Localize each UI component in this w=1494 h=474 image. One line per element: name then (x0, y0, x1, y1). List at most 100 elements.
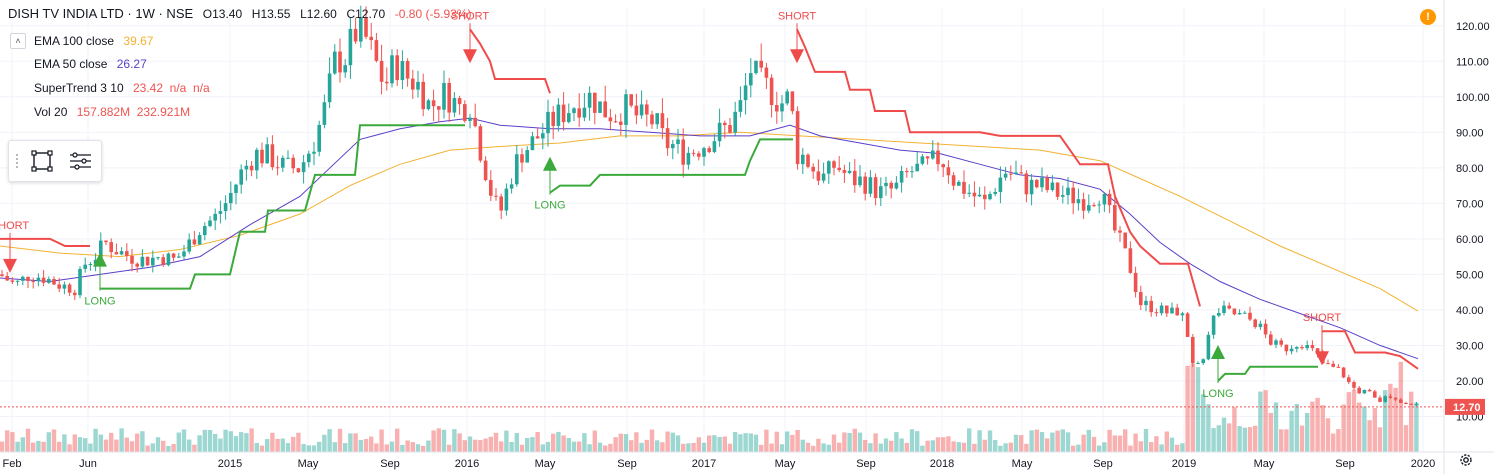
candle-body (109, 242, 113, 253)
volume-bar (41, 441, 46, 452)
candle-body (322, 102, 327, 125)
candle-body (977, 194, 982, 197)
candle-body (1191, 336, 1195, 364)
volume-bar (863, 439, 868, 452)
candle-body (1102, 193, 1107, 205)
volume-bar (1164, 431, 1169, 452)
candle-body (894, 182, 899, 189)
candle-body (338, 51, 342, 73)
volume-bar (1325, 418, 1331, 452)
volume-bar (577, 441, 582, 452)
y-tick-label: 90.00 (1456, 127, 1484, 139)
volume-bar (1013, 434, 1019, 452)
indicator-ema50[interactable]: EMA 50 close 26.27 (34, 57, 147, 71)
volume-bar (525, 437, 530, 452)
indicator-volume[interactable]: Vol 20 157.882M 232.921M (34, 105, 190, 119)
candle-body (21, 276, 25, 281)
gear-icon[interactable] (1458, 452, 1474, 468)
volume-bar (431, 430, 436, 452)
candle-body (1253, 319, 1257, 328)
short-signal-arrow (790, 49, 804, 64)
candle-body (749, 73, 753, 86)
candle-body (515, 154, 519, 185)
candle-body (166, 253, 171, 266)
candle-body (1128, 248, 1133, 273)
volume-bar (1351, 389, 1357, 452)
volume-bar (868, 443, 873, 452)
y-tick-label: 60.00 (1456, 234, 1484, 246)
candle-body (229, 192, 233, 204)
candle-body (738, 100, 743, 112)
indicator-ema100-name: EMA 100 close (34, 34, 115, 48)
ohlc-close: C12.70 (346, 7, 386, 21)
volume-bar (493, 432, 499, 452)
x-tick-label: May (1254, 458, 1275, 470)
volume-bars (0, 361, 1419, 452)
candle-body (629, 94, 633, 106)
candle-body (972, 192, 977, 197)
candle-body (790, 91, 795, 112)
candle-body (1076, 199, 1081, 204)
candle-body (899, 170, 904, 183)
candle-body (442, 82, 446, 110)
volume-bar (603, 445, 608, 452)
volume-bar (285, 443, 291, 452)
volume-bar (301, 444, 306, 452)
rectangle-tool-icon[interactable] (29, 149, 55, 173)
candle-body (785, 91, 789, 104)
volume-bar (982, 439, 987, 452)
x-tick-label: May (775, 458, 796, 470)
candle-body (1045, 177, 1049, 190)
volume-bar (894, 432, 899, 452)
candle-body (1087, 205, 1091, 211)
volume-bar (837, 442, 842, 452)
candle-body (130, 255, 134, 264)
supertrend-layer (0, 28, 1419, 382)
volume-bar (800, 439, 805, 452)
indicator-supertrend-name: SuperTrend 3 10 (34, 81, 124, 95)
candle-body (5, 275, 9, 281)
candle-body (1144, 300, 1148, 306)
volume-bar (5, 430, 10, 452)
volume-bar (145, 445, 150, 452)
symbol-title[interactable]: DISH TV INDIA LTD · 1W · NSE (8, 6, 194, 21)
volume-bar (587, 444, 592, 452)
volume-bar (0, 441, 5, 452)
candle-body (457, 98, 462, 105)
indicator-volume-name: Vol 20 (34, 105, 68, 119)
candle-body (587, 92, 592, 108)
volume-bar (244, 433, 249, 452)
volume-bar (187, 439, 192, 452)
volume-bar (322, 434, 327, 452)
settings-lines-icon[interactable] (67, 149, 93, 173)
x-tick-label: 2015 (218, 458, 242, 470)
indicator-supertrend[interactable]: SuperTrend 3 10 23.42 n/a n/a (34, 81, 210, 95)
candle-body (385, 81, 389, 84)
volume-bar (499, 441, 504, 452)
warning-icon[interactable]: ! (1420, 9, 1436, 25)
volume-bar (899, 438, 904, 452)
candle-body (1107, 193, 1112, 206)
candle-body (530, 136, 535, 151)
volume-bar (1097, 445, 1102, 452)
volume-bar (1039, 431, 1045, 452)
candle-body (811, 166, 815, 172)
volume-bar (722, 436, 727, 452)
collapse-legend-button[interactable]: ˄ (10, 33, 26, 49)
drag-handle[interactable] (15, 153, 19, 169)
volume-bar (114, 439, 119, 452)
indicator-ema100[interactable]: EMA 100 close 39.67 (34, 34, 153, 48)
volume-bar (332, 442, 337, 452)
x-tick-label: 2016 (455, 458, 479, 470)
x-tick-label: 2019 (1172, 458, 1196, 470)
candle-body (177, 256, 181, 258)
short-signal-label: SHORT (451, 10, 490, 22)
ohlc-high: H13.55 (251, 7, 291, 21)
volume-bar (1149, 442, 1154, 452)
candle-body (182, 251, 186, 257)
candle-body (1014, 172, 1018, 175)
volume-bar (811, 445, 816, 452)
candle-body (317, 124, 321, 152)
candle-body (520, 154, 524, 163)
